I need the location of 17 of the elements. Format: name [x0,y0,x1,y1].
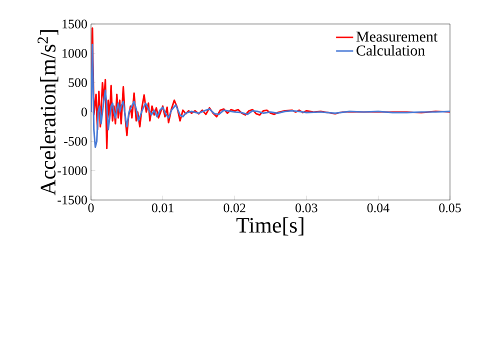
y-tick-label: 500 [68,78,87,88]
y-tick-label: -500 [64,136,87,146]
legend-label: Calculation [356,45,425,56]
x-tick-label: 0.04 [367,204,390,212]
x-tick-label: 0.05 [439,204,461,212]
y-tick-label: 1500 [62,20,87,28]
x-axis-title: Time[s] [236,217,304,236]
y-tick-label: -1500 [58,196,87,204]
x-tick-label: 0.02 [224,204,246,212]
legend-label: Measurement [356,32,438,42]
y-tick-label: 1000 [62,48,87,58]
y-tick-label: -1000 [58,166,87,176]
y-axis-title: Acceleration[m/s$^{2}$] [38,30,58,196]
y-tick-label: 0 [81,108,87,116]
x-tick-label: 0.01 [152,204,174,212]
x-tick-label: 0.03 [296,204,318,212]
x-tick-label: 0 [88,204,94,212]
